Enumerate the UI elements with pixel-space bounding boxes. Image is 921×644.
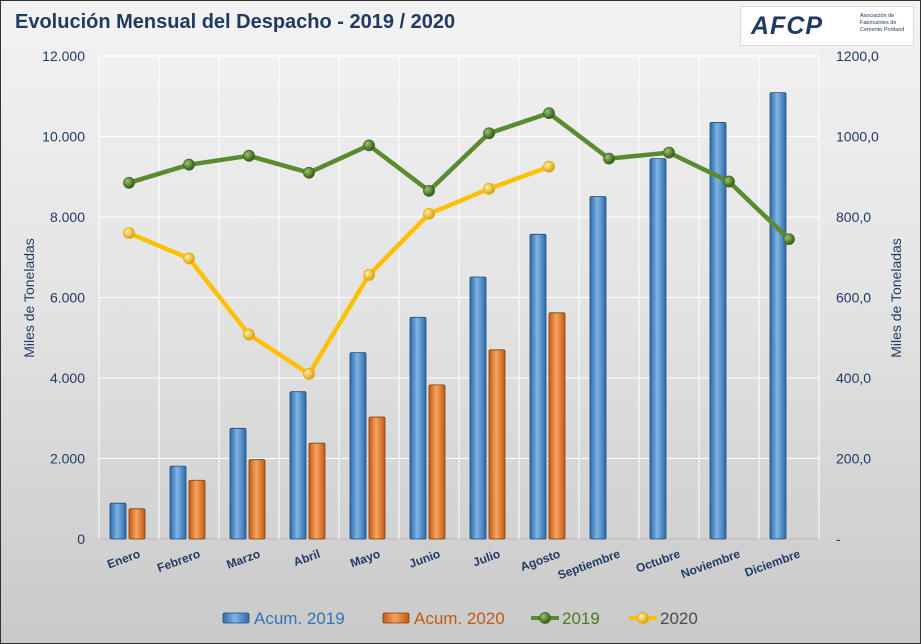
bars-layer bbox=[109, 92, 787, 540]
y-tick-label-right: 1200,0 bbox=[836, 48, 879, 64]
point-2019 bbox=[723, 175, 735, 188]
legend-label: 2020 bbox=[660, 609, 698, 628]
point-2020 bbox=[123, 227, 135, 240]
line-2019 bbox=[126, 110, 792, 242]
bar-acum-2020 bbox=[128, 508, 146, 540]
bar-acum-2019 bbox=[289, 391, 307, 540]
category-label: Junio bbox=[407, 547, 442, 571]
point-2019 bbox=[183, 158, 195, 171]
y-tick-label-left: 4.000 bbox=[50, 370, 85, 386]
bar-acum-2020 bbox=[188, 479, 206, 540]
category-label: Septiembre bbox=[556, 547, 623, 583]
point-2020 bbox=[243, 328, 255, 341]
bar-acum-2019 bbox=[469, 276, 487, 540]
y-tick-label-right: 400,0 bbox=[836, 370, 871, 386]
y-tick-label-right: 600,0 bbox=[836, 290, 871, 306]
gridlines bbox=[98, 55, 820, 540]
y-tick-label-left: 0 bbox=[77, 531, 85, 547]
bar-acum-2020 bbox=[428, 384, 446, 540]
point-2020 bbox=[483, 182, 495, 195]
category-label: Noviembre bbox=[679, 547, 742, 581]
legend-swatch-bar bbox=[382, 612, 410, 624]
legend-label: 2019 bbox=[562, 609, 600, 628]
y-tick-label-left: 6.000 bbox=[50, 290, 85, 306]
category-label: Abril bbox=[292, 547, 322, 570]
bar-acum-2019 bbox=[769, 92, 787, 540]
category-label: Febrero bbox=[155, 547, 202, 575]
y-tick-label-left: 12.000 bbox=[42, 48, 85, 64]
bar-acum-2020 bbox=[368, 416, 386, 540]
y-tick-label-right: 800,0 bbox=[836, 209, 871, 225]
chart-title: Evolución Mensual del Despacho - 2019 / … bbox=[15, 11, 456, 33]
legend-label: Acum. 2020 bbox=[414, 609, 505, 628]
point-2019 bbox=[243, 149, 255, 162]
category-label: Marzo bbox=[225, 547, 262, 572]
bar-acum-2019 bbox=[649, 158, 667, 540]
legend-swatch-marker bbox=[539, 612, 551, 624]
y-tick-label-right: - bbox=[836, 531, 841, 547]
bar-acum-2020 bbox=[488, 349, 506, 540]
point-2019 bbox=[423, 184, 435, 197]
point-2020 bbox=[183, 252, 195, 265]
line-2020 bbox=[126, 164, 552, 377]
y-tick-label-left: 8.000 bbox=[50, 209, 85, 225]
right-axis-ticks: - 200,0 400,0 600,0 800,0 1000,0 1200,0 bbox=[836, 48, 879, 547]
y-tick-label-right: 1000,0 bbox=[836, 129, 879, 145]
point-2019 bbox=[603, 152, 615, 165]
point-2020 bbox=[423, 207, 435, 220]
legend-swatch-marker bbox=[637, 612, 649, 624]
bar-acum-2019 bbox=[589, 196, 607, 540]
bar-acum-2019 bbox=[709, 122, 727, 540]
legend: Acum. 2019 Acum. 2020 2019 2020 bbox=[222, 609, 698, 628]
category-label: Diciembre bbox=[743, 547, 803, 580]
category-label: Julio bbox=[471, 547, 502, 570]
y-tick-label-right: 200,0 bbox=[836, 451, 871, 467]
category-labels: Enero Febrero Marzo Abril Mayo Junio Julio Agos… bbox=[105, 547, 802, 583]
point-2019 bbox=[483, 127, 495, 140]
logo-mark: AFCP bbox=[751, 12, 824, 40]
category-label: Mayo bbox=[348, 547, 382, 571]
left-axis-ticks: 0 2.000 4.000 6.000 8.000 10.000 12.000 bbox=[42, 48, 85, 547]
point-2019 bbox=[783, 233, 795, 246]
legend-swatch-bar bbox=[222, 612, 250, 624]
bar-acum-2020 bbox=[248, 459, 266, 540]
point-2019 bbox=[303, 166, 315, 179]
point-2020 bbox=[543, 160, 555, 173]
bar-acum-2019 bbox=[169, 465, 187, 540]
y-tick-label-left: 10.000 bbox=[42, 129, 85, 145]
point-2019 bbox=[363, 139, 375, 152]
y-tick-label-left: 2.000 bbox=[50, 451, 85, 467]
bar-acum-2020 bbox=[308, 442, 326, 540]
afcp-logo: AFCP Asociación de Fabricantes de Cement… bbox=[740, 6, 914, 46]
bar-acum-2019 bbox=[229, 427, 247, 540]
point-2020 bbox=[303, 368, 315, 380]
y-axis-label-right: Miles de Toneladas bbox=[888, 238, 904, 358]
bar-acum-2019 bbox=[409, 316, 427, 540]
point-2019 bbox=[663, 146, 675, 159]
y-axis-label-left: Miles de Toneladas bbox=[21, 238, 37, 358]
category-label: Enero bbox=[105, 547, 142, 572]
point-2019 bbox=[543, 107, 555, 120]
point-2020 bbox=[363, 269, 375, 281]
bar-acum-2020 bbox=[548, 312, 566, 540]
logo-text: Asociación de Fabricantes de Cemento Por… bbox=[860, 13, 905, 33]
bar-acum-2019 bbox=[529, 233, 547, 540]
bar-acum-2019 bbox=[349, 352, 367, 540]
point-2019 bbox=[123, 176, 135, 189]
legend-label: Acum. 2019 bbox=[254, 609, 345, 628]
category-label: Octubre bbox=[634, 547, 682, 576]
lines-layer bbox=[123, 107, 795, 380]
bar-acum-2019 bbox=[109, 502, 127, 540]
